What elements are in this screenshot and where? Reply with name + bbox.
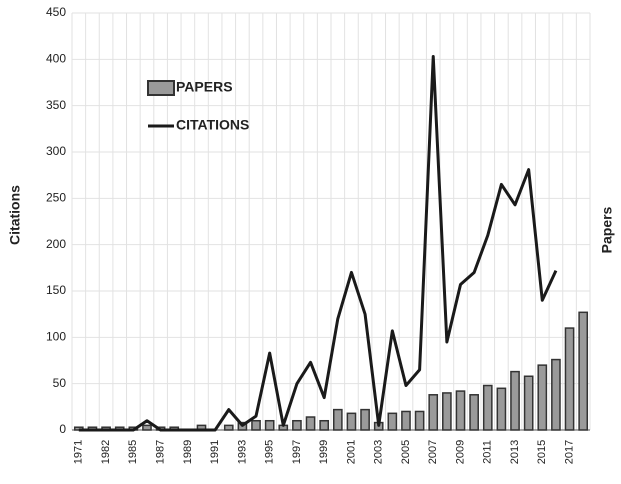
bar (537, 364, 548, 431)
bar (332, 408, 343, 431)
bar (264, 419, 275, 431)
legend-label: CITATIONS (176, 117, 249, 133)
bar (401, 410, 411, 431)
bar (523, 375, 534, 431)
bar (428, 394, 439, 431)
x-tick-label: 2009 (454, 440, 466, 464)
y-tick-label: 50 (53, 376, 67, 390)
bar (442, 392, 452, 431)
y-axis-label: Citations (7, 185, 23, 245)
bar (510, 370, 520, 431)
x-tick-label: 1993 (236, 440, 248, 464)
bar (455, 390, 466, 431)
x-tick-label: 1982 (100, 440, 112, 464)
x-tick-label: 2003 (373, 440, 385, 464)
bar (346, 412, 357, 431)
bar (251, 419, 261, 431)
bar (578, 311, 589, 431)
x-tick-label: 2011 (482, 440, 494, 464)
y-tick-label: 200 (46, 237, 66, 251)
x-tick-label: 1999 (318, 440, 330, 464)
bar (482, 384, 493, 431)
bar (496, 387, 507, 431)
x-tick-label: 2005 (400, 440, 412, 464)
x-tick-label: 2017 (563, 440, 575, 464)
y-tick-label: 400 (46, 52, 66, 66)
legend-label: PAPERS (176, 79, 233, 95)
y-tick-label: 100 (46, 330, 66, 344)
x-tick-label: 2001 (345, 440, 357, 464)
x-tick-label: 1987 (155, 440, 167, 464)
line (78, 55, 558, 432)
bar (319, 419, 330, 431)
bar (387, 412, 398, 431)
y-tick-label: 0 (59, 422, 66, 436)
x-tick-label: 2013 (509, 440, 521, 464)
bar (223, 424, 234, 431)
y-tick-label: 150 (46, 283, 66, 297)
x-tick-label: 2015 (536, 440, 548, 464)
x-tick-label: 1971 (73, 440, 85, 464)
y2-axis-label: Papers (599, 206, 615, 253)
y-tick-label: 350 (46, 98, 66, 112)
bar (142, 424, 152, 431)
x-tick-label: 1991 (209, 440, 221, 464)
bar (564, 327, 575, 431)
bar (292, 419, 302, 431)
x-tick-label: 1985 (127, 440, 139, 464)
x-tick-label: 1989 (182, 440, 194, 464)
y-tick-label: 450 (46, 5, 66, 19)
bar (414, 410, 425, 431)
legend-swatch (147, 80, 175, 96)
x-tick-label: 1995 (264, 440, 276, 464)
y-tick-label: 250 (46, 191, 66, 205)
bar (551, 358, 561, 431)
bar (305, 416, 316, 431)
x-tick-label: 1997 (291, 440, 303, 464)
y-tick-label: 300 (46, 144, 66, 158)
bar (360, 408, 370, 431)
bar (469, 394, 479, 431)
x-tick-label: 2007 (427, 440, 439, 464)
